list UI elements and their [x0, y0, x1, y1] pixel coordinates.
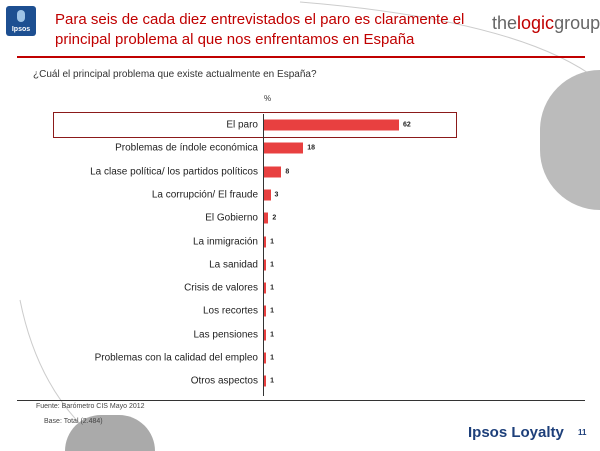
category-label: El Gobierno — [205, 212, 258, 224]
brand-pre: the — [492, 13, 518, 33]
data-label: 1 — [270, 307, 275, 315]
brand-logo: thelogicgroup — [492, 13, 600, 34]
bar — [264, 236, 267, 247]
category-label: Otros aspectos — [190, 375, 258, 387]
category-label: Crisis de valores — [184, 282, 258, 294]
page-number: 11 — [578, 428, 587, 437]
data-label: 1 — [270, 354, 275, 362]
bar — [264, 166, 282, 178]
decorative-circle — [65, 415, 155, 451]
data-label: 1 — [270, 377, 275, 385]
category-label: Problemas de índole económica — [115, 142, 258, 154]
bar — [264, 119, 399, 131]
logo-text: Ipsos — [11, 26, 31, 33]
data-label: 1 — [270, 238, 275, 245]
data-label: 2 — [272, 214, 277, 222]
footer-divider — [17, 400, 585, 401]
category-label: La sanidad — [209, 259, 258, 271]
bar — [264, 329, 267, 341]
title-divider — [17, 56, 585, 58]
data-label: 3 — [274, 191, 279, 199]
data-label: 1 — [270, 331, 275, 339]
y-axis — [263, 114, 264, 396]
chart-title: ¿Cuál el principal problema que existe a… — [33, 69, 317, 80]
highlight-box — [53, 112, 457, 138]
bar — [264, 259, 267, 271]
bar — [264, 305, 267, 317]
bar — [264, 142, 304, 154]
data-label: 1 — [270, 261, 275, 269]
bar — [264, 375, 267, 387]
bar — [264, 189, 271, 201]
brand-mid: logic — [517, 13, 555, 33]
category-label: La clase política/ los partidos político… — [90, 166, 258, 178]
base-note: Base: Total (2.484) — [44, 418, 103, 425]
footer-brand: Ipsos Loyalty — [468, 424, 564, 441]
data-label: 18 — [307, 144, 315, 152]
data-label: 62 — [403, 121, 411, 129]
data-label: 1 — [270, 284, 275, 292]
data-label: 8 — [285, 168, 290, 176]
slide-title: Para seis de cada diez entrevistados el … — [55, 11, 465, 48]
category-label: La inmigración — [192, 236, 258, 247]
category-label: Los recortes — [202, 305, 258, 317]
category-label: Las pensiones — [193, 329, 259, 341]
category-label: Problemas con la calidad del empleo — [94, 352, 258, 364]
ipsos-logo: Ipsos — [6, 6, 36, 36]
category-label: El paro — [226, 119, 258, 131]
category-label: La corrupción/ El fraude — [151, 189, 258, 201]
bar — [264, 282, 267, 294]
source-note: Fuente: Barómetro CIS Mayo 2012 — [36, 403, 145, 410]
bar — [264, 352, 267, 364]
brand-post: group — [554, 13, 600, 33]
unit-label: % — [264, 94, 272, 103]
bar — [264, 212, 269, 224]
